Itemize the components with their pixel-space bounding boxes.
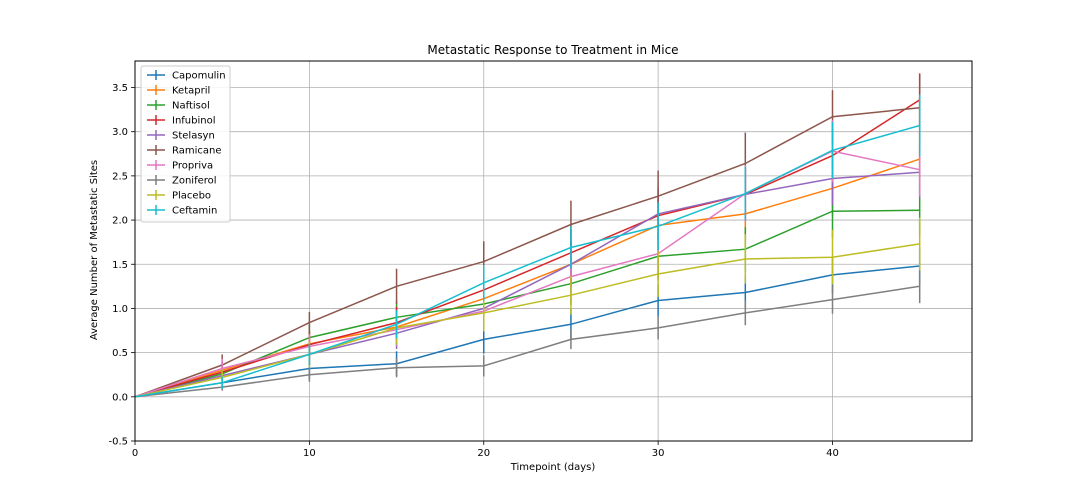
series-infubinol: [134, 73, 921, 398]
legend-label: Ketapril: [172, 86, 210, 97]
series-line-propriva: [134, 150, 920, 398]
data-series: [134, 73, 921, 398]
legend-item-placebo: Placebo: [147, 190, 211, 202]
y-tick-label: 1.0: [112, 304, 128, 315]
legend-item-infubinol: Infubinol: [147, 115, 216, 127]
y-tick-label: 2.5: [112, 171, 128, 182]
series-placebo: [134, 217, 921, 398]
series-naftisol: [134, 184, 921, 398]
legend-item-zoniferol: Zoniferol: [147, 175, 217, 187]
y-tick-label: -0.5: [108, 437, 128, 448]
series-ceftamin: [134, 94, 921, 398]
series-line-ramicane: [134, 107, 920, 398]
y-tick-label: 2.0: [112, 216, 128, 227]
grid-lines: [134, 61, 972, 442]
series-line-zoniferol: [134, 285, 920, 398]
x-tick-label: 30: [652, 448, 665, 459]
legend: Capomulin Ketapril Naftisol Infubinol Stelas…: [140, 65, 231, 223]
legend-item-ketapril: Ketapril: [147, 85, 210, 97]
x-tick-label: 10: [303, 448, 316, 459]
x-tick-label: 40: [826, 448, 839, 459]
legend-label: Stelasyn: [172, 131, 215, 142]
legend-item-capomulin: Capomulin: [147, 70, 226, 82]
legend-label: Naftisol: [172, 101, 210, 112]
legend-label: Placebo: [172, 191, 211, 202]
y-tick-label: 1.5: [112, 260, 128, 271]
series-line-capomulin: [134, 265, 920, 398]
y-tick-label: 0.5: [112, 348, 128, 359]
y-tick-label: 3.5: [112, 83, 128, 94]
axes: 0 10 20 30 40 -0.5 0.0 0.5 1.0 1.5 2.0 2.5 3.0 3.5: [108, 83, 838, 459]
x-tick-label: 0: [132, 448, 138, 459]
plot-area-frame: [134, 60, 973, 442]
y-tick-label: 3.0: [112, 127, 128, 138]
series-line-infubinol: [134, 99, 921, 398]
series-ramicane: [134, 74, 921, 398]
series-line-ceftamin: [134, 124, 920, 398]
legend-label: Ceftamin: [172, 206, 217, 217]
y-tick-label: 0.0: [112, 392, 128, 403]
legend-item-propriva: Propriva: [147, 160, 213, 172]
legend-item-stelasyn: Stelasyn: [147, 130, 215, 142]
legend-label: Zoniferol: [172, 176, 217, 187]
series-line-placebo: [134, 243, 920, 398]
x-tick-label: 20: [477, 448, 490, 459]
y-axis-title: Average Number of Metastatic Sites: [89, 160, 100, 340]
legend-item-ramicane: Ramicane: [147, 145, 222, 157]
legend-item-ceftamin: Ceftamin: [147, 205, 217, 217]
x-axis-title: Timepoint (days): [510, 462, 596, 473]
legend-label: Propriva: [172, 161, 213, 172]
chart-title: Metastatic Response to Treatment in Mice: [427, 43, 678, 57]
legend-item-naftisol: Naftisol: [147, 100, 210, 112]
legend-label: Infubinol: [172, 116, 216, 127]
legend-label: Ramicane: [172, 146, 222, 157]
series-line-stelasyn: [134, 171, 920, 398]
legend-label: Capomulin: [172, 71, 226, 82]
